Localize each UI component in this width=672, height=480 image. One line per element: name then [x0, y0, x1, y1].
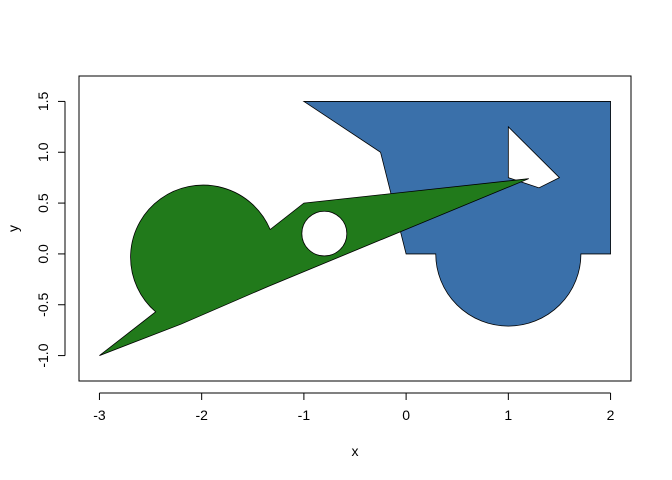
x-tick-label: 1 [504, 407, 512, 423]
y-axis: -1.0 -0.5 0.0 0.5 1.0 1.5 [35, 91, 66, 368]
plot-frame [78, 75, 632, 382]
y-tick-label: -0.5 [35, 292, 51, 316]
y-axis-label: y [5, 225, 21, 232]
blue-polygon [302, 101, 611, 327]
x-tick-label: -3 [93, 407, 106, 423]
x-axis-label: x [352, 443, 359, 459]
y-tick-label: 0.0 [35, 244, 51, 264]
x-axis: -3 -2 -1 0 1 2 [93, 392, 615, 423]
y-tick-label: 1.5 [35, 91, 51, 111]
x-tick-label: 0 [402, 407, 410, 423]
y-tick-label: -1.0 [35, 343, 51, 367]
x-tick-label: 2 [607, 407, 615, 423]
x-tick-label: -2 [195, 407, 208, 423]
chart-shapes [99, 101, 611, 356]
x-tick-label: -1 [298, 407, 311, 423]
green-polygon [99, 178, 529, 356]
y-tick-label: 0.5 [35, 193, 51, 213]
y-tick-label: 1.0 [35, 142, 51, 162]
